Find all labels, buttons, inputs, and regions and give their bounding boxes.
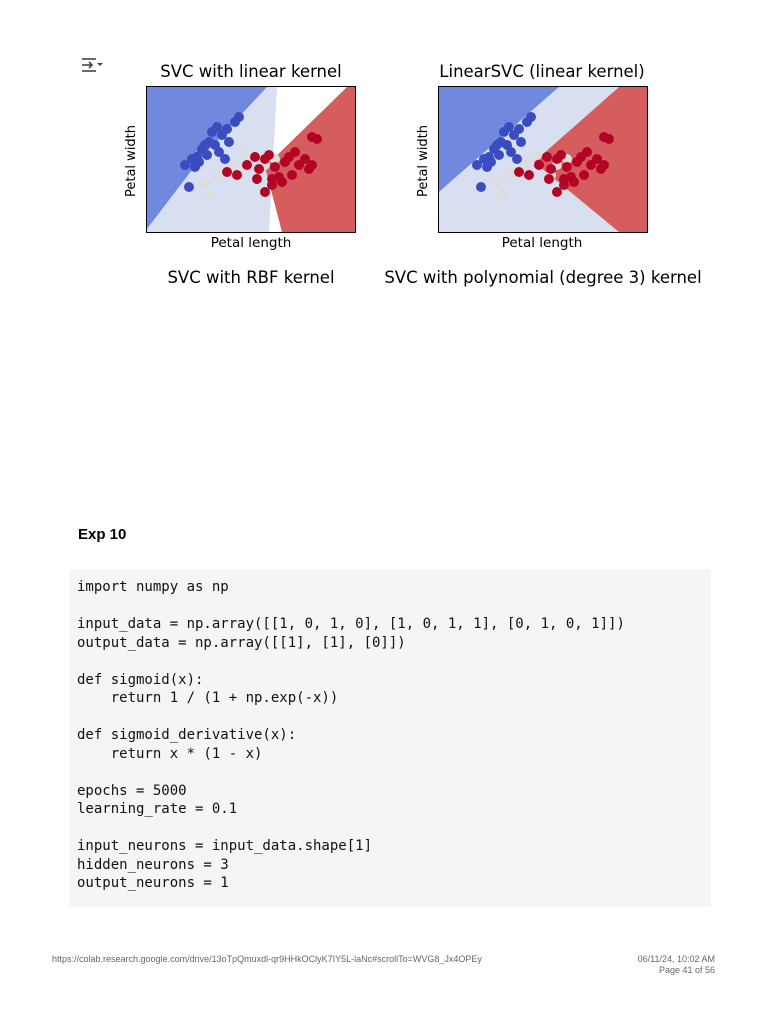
footer-meta: 06/11/24, 10:02 AM Page 41 of 56 bbox=[638, 954, 715, 976]
point-class1 bbox=[204, 190, 214, 200]
region-class0 bbox=[147, 87, 267, 229]
point-class0 bbox=[472, 160, 482, 170]
decision-boundary-plot-linearsvc bbox=[438, 86, 648, 233]
point-class2 bbox=[252, 174, 262, 184]
point-class2 bbox=[267, 174, 277, 184]
point-class2 bbox=[222, 167, 232, 177]
point-class2 bbox=[290, 147, 300, 157]
point-class0 bbox=[220, 154, 230, 164]
point-class1 bbox=[214, 170, 224, 180]
point-class0 bbox=[224, 137, 234, 147]
plot-ylabel: Petal width bbox=[124, 124, 139, 197]
section-title: Exp 10 bbox=[78, 526, 127, 543]
point-class1 bbox=[496, 190, 506, 200]
point-class2 bbox=[546, 164, 556, 174]
footer-url: https://colab.research.google.com/drive/… bbox=[52, 954, 482, 964]
point-class1 bbox=[506, 170, 516, 180]
point-class0 bbox=[234, 112, 244, 122]
point-class0 bbox=[482, 162, 492, 172]
point-class2 bbox=[544, 174, 554, 184]
point-class2 bbox=[307, 132, 317, 142]
plot-xlabel: Petal length bbox=[501, 235, 583, 251]
point-class0 bbox=[494, 150, 504, 160]
point-class2 bbox=[242, 160, 252, 170]
point-class0 bbox=[526, 112, 536, 122]
plot-ylabel: Petal width bbox=[416, 124, 431, 197]
decision-boundary-plot-svc-linear bbox=[146, 86, 356, 233]
point-class2 bbox=[569, 177, 579, 187]
point-class2 bbox=[277, 177, 287, 187]
point-class2 bbox=[232, 170, 242, 180]
region-class1 bbox=[439, 87, 619, 232]
point-class0 bbox=[184, 182, 194, 192]
code-text: import numpy as np input_data = np.array… bbox=[77, 579, 625, 891]
point-class2 bbox=[260, 187, 270, 197]
point-class2 bbox=[599, 132, 609, 142]
point-class2 bbox=[524, 170, 534, 180]
region-class2 bbox=[265, 87, 355, 232]
point-class0 bbox=[190, 162, 200, 172]
point-class2 bbox=[559, 174, 569, 184]
point-class1 bbox=[240, 150, 250, 160]
point-class2 bbox=[562, 162, 572, 172]
point-class2 bbox=[592, 154, 602, 164]
point-class0 bbox=[514, 124, 524, 134]
point-class1 bbox=[492, 177, 502, 187]
point-class2 bbox=[552, 187, 562, 197]
point-class2 bbox=[599, 160, 609, 170]
point-class0 bbox=[504, 122, 514, 132]
data-points bbox=[180, 112, 322, 200]
plot-title-svc-linear: SVC with linear kernel bbox=[160, 62, 342, 81]
point-class0 bbox=[476, 182, 486, 192]
point-class1 bbox=[532, 150, 542, 160]
point-class2 bbox=[307, 160, 317, 170]
footer-datetime: 06/11/24, 10:02 AM bbox=[637, 954, 715, 964]
point-class1 bbox=[228, 160, 238, 170]
point-class2 bbox=[300, 154, 310, 164]
point-class0 bbox=[212, 122, 222, 132]
footer-page-number: Page 41 of 56 bbox=[658, 965, 715, 975]
plot-xlabel: Petal length bbox=[210, 235, 292, 251]
point-class1 bbox=[520, 160, 530, 170]
point-class0 bbox=[222, 124, 232, 134]
point-class2 bbox=[514, 167, 524, 177]
point-class0 bbox=[516, 137, 526, 147]
region-class2 bbox=[534, 87, 647, 232]
point-class1 bbox=[200, 177, 210, 187]
plot-title-svc-poly: SVC with polynomial (degree 3) kernel bbox=[384, 268, 702, 287]
point-class2 bbox=[579, 170, 589, 180]
point-class2 bbox=[582, 147, 592, 157]
point-class0 bbox=[512, 154, 522, 164]
data-points bbox=[472, 112, 614, 200]
region-class1 bbox=[147, 87, 277, 232]
plot-title-svc-rbf: SVC with RBF kernel bbox=[167, 268, 335, 287]
point-class2 bbox=[254, 164, 264, 174]
point-class0 bbox=[214, 147, 224, 157]
point-class0 bbox=[506, 147, 516, 157]
point-class2 bbox=[542, 152, 552, 162]
point-class2 bbox=[287, 170, 297, 180]
output-toggle-icon[interactable] bbox=[80, 56, 104, 76]
point-class2 bbox=[250, 152, 260, 162]
point-class2 bbox=[264, 150, 274, 160]
code-cell[interactable]: import numpy as np input_data = np.array… bbox=[70, 569, 711, 907]
point-class2 bbox=[270, 162, 280, 172]
point-class2 bbox=[556, 150, 566, 160]
point-class2 bbox=[534, 160, 544, 170]
point-class0 bbox=[180, 160, 190, 170]
plot-title-linearsvc: LinearSVC (linear kernel) bbox=[439, 62, 645, 81]
point-class0 bbox=[202, 150, 212, 160]
